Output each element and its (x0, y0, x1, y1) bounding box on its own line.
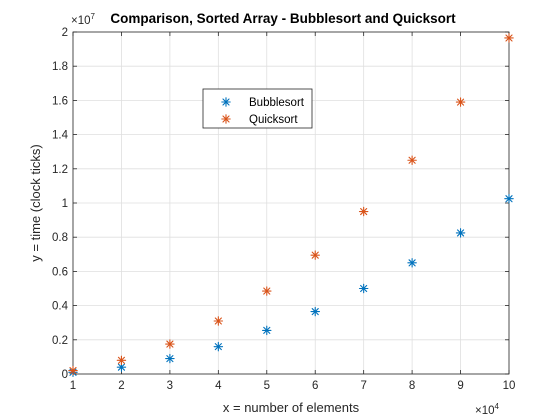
quicksort-point (165, 339, 175, 349)
y-tick-label: 1.6 (52, 95, 68, 107)
legend: Bubblesort Quicksort (202, 88, 313, 129)
x-tick-label: 10 (503, 380, 516, 392)
bubblesort-point (310, 306, 320, 317)
y-tick-label: 1.8 (52, 61, 68, 73)
x-axis-title: x = number of elements (223, 400, 360, 415)
quicksort-point (116, 355, 127, 366)
y-exponent-label: ×107 (71, 12, 96, 27)
x-tick-label: 9 (457, 380, 463, 392)
bubblesort-point (358, 283, 369, 294)
bubblesort-point (262, 325, 272, 336)
x-tick-label: 3 (167, 380, 173, 392)
y-axis-title: y = time (clock ticks) (28, 144, 43, 261)
x-tick-label: 1 (70, 380, 76, 392)
quicksort-point (262, 286, 272, 296)
bubblesort-point (407, 258, 417, 268)
quicksort-point (358, 206, 369, 217)
data-markers (68, 33, 514, 378)
quicksort-point (213, 316, 224, 326)
y-tick-label: 0.6 (52, 266, 68, 278)
legend-box (202, 88, 313, 129)
y-tick-label: 2 (62, 27, 68, 39)
quicksort-point (504, 33, 514, 43)
chart-title: Comparison, Sorted Array - Bubblesort an… (110, 11, 456, 26)
legend-entry-bubblesort (221, 97, 231, 107)
legend-marker-quicksort (221, 114, 231, 124)
y-exponent-base: ×10 (71, 15, 91, 27)
bubblesort-point (213, 341, 224, 352)
legend-marker-bubblesort (221, 97, 231, 107)
x-exponent-label: ×104 (475, 402, 500, 417)
y-tick-label: 1.4 (52, 130, 69, 142)
x-tick-label: 6 (312, 380, 318, 392)
bubblesort-point (504, 193, 514, 204)
y-tick-label: 0.8 (52, 232, 68, 244)
x-tick-label: 5 (264, 380, 270, 392)
y-tick-label: 1 (62, 198, 68, 210)
quicksort-point (455, 97, 466, 107)
y-exponent-power: 7 (91, 12, 96, 21)
y-tick-label: 0 (62, 369, 68, 381)
y-tick-label: 1.2 (52, 164, 68, 176)
x-tick-label: 4 (215, 380, 222, 392)
x-tick-label: 8 (409, 380, 415, 392)
bubblesort-point (116, 362, 127, 372)
legend-entry-quicksort (221, 114, 231, 124)
quicksort-point (68, 365, 78, 376)
bubblesort-point (165, 353, 175, 364)
legend-label-bubblesort: Bubblesort (249, 97, 305, 109)
y-tick-label: 0.2 (52, 335, 68, 347)
y-tick-label: 0.4 (52, 301, 69, 313)
x-tick-label: 2 (118, 380, 124, 392)
x-exponent-power: 4 (495, 402, 500, 411)
grid (72, 31, 510, 375)
quicksort-point (407, 155, 417, 165)
bubblesort-point (455, 228, 466, 238)
legend-label-quicksort: Quicksort (249, 114, 298, 126)
x-exponent-base: ×10 (475, 405, 495, 417)
quicksort-point (310, 250, 320, 260)
x-tick-label: 7 (360, 380, 366, 392)
